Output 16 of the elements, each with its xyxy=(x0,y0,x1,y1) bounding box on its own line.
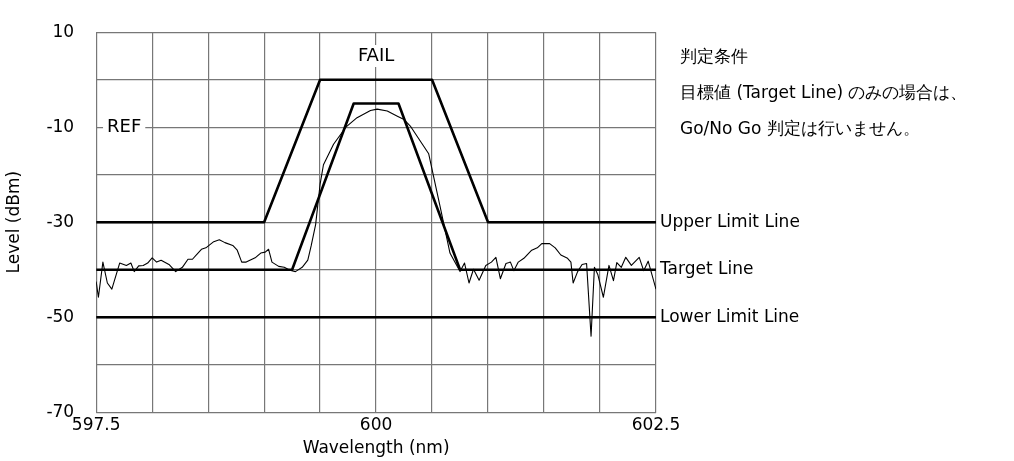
annotation: REF xyxy=(107,114,142,136)
y-tick-label: 10 xyxy=(52,20,75,41)
y-axis-title: Level (dBm) xyxy=(2,170,23,274)
y-tick-label: -50 xyxy=(46,305,75,326)
text: Go/No Go 判定は行いません。 xyxy=(680,118,920,139)
text: 判定条件 xyxy=(680,46,748,67)
series-label: Upper Limit Line xyxy=(660,210,800,231)
text: 目標値 (Target Line) のみの場合は、 xyxy=(680,82,968,103)
series-label: Target Line xyxy=(659,258,754,279)
x-tick-label: 600 xyxy=(359,413,393,434)
y-tick-label: -10 xyxy=(46,115,75,136)
y-tick-label: -30 xyxy=(46,210,75,231)
series-label: Lower Limit Line xyxy=(660,305,800,326)
annotation: FAIL xyxy=(357,43,395,65)
x-tick-label: 602.5 xyxy=(631,413,681,434)
x-axis-title: Wavelength (nm) xyxy=(302,437,450,458)
